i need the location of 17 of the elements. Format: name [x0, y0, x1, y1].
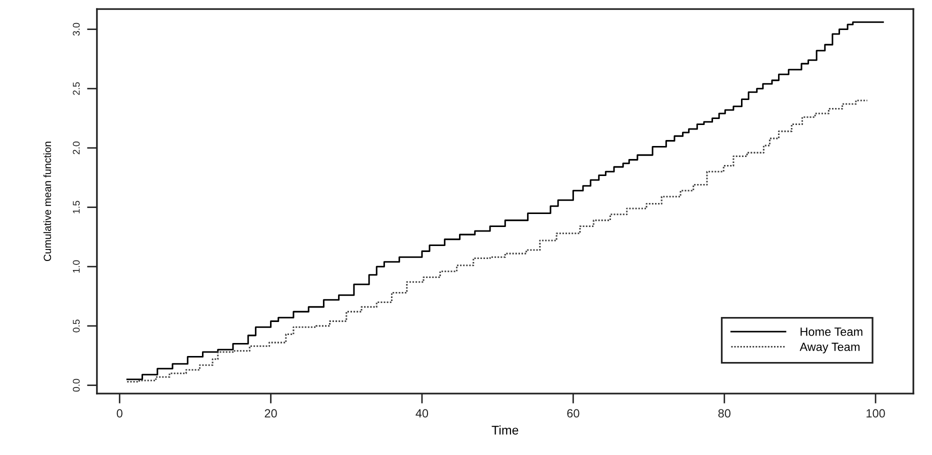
y-tick-label: 2.5 [72, 82, 80, 95]
y-tick-label: 1.5 [72, 200, 80, 214]
y-axis-title: Cumulative mean function [43, 142, 52, 262]
x-tick-label: 0 [116, 409, 122, 418]
x-tick-label: 100 [866, 409, 885, 418]
x-tick-label: 40 [416, 409, 428, 418]
y-tick-label: 2.0 [72, 142, 80, 154]
legend-label: Away Team [800, 342, 860, 354]
x-tick-label: 20 [264, 409, 277, 418]
x-tick-label: 80 [718, 409, 730, 418]
y-tick-label: 0.0 [72, 378, 80, 392]
y-tick-label: 3.0 [72, 22, 80, 36]
legend-label: Home Team [800, 328, 862, 336]
x-axis-title: Time [492, 425, 518, 435]
y-tick-label: 1.0 [72, 260, 80, 273]
x-tick-label: 60 [567, 409, 580, 418]
y-tick-label: 0.5 [72, 320, 80, 332]
